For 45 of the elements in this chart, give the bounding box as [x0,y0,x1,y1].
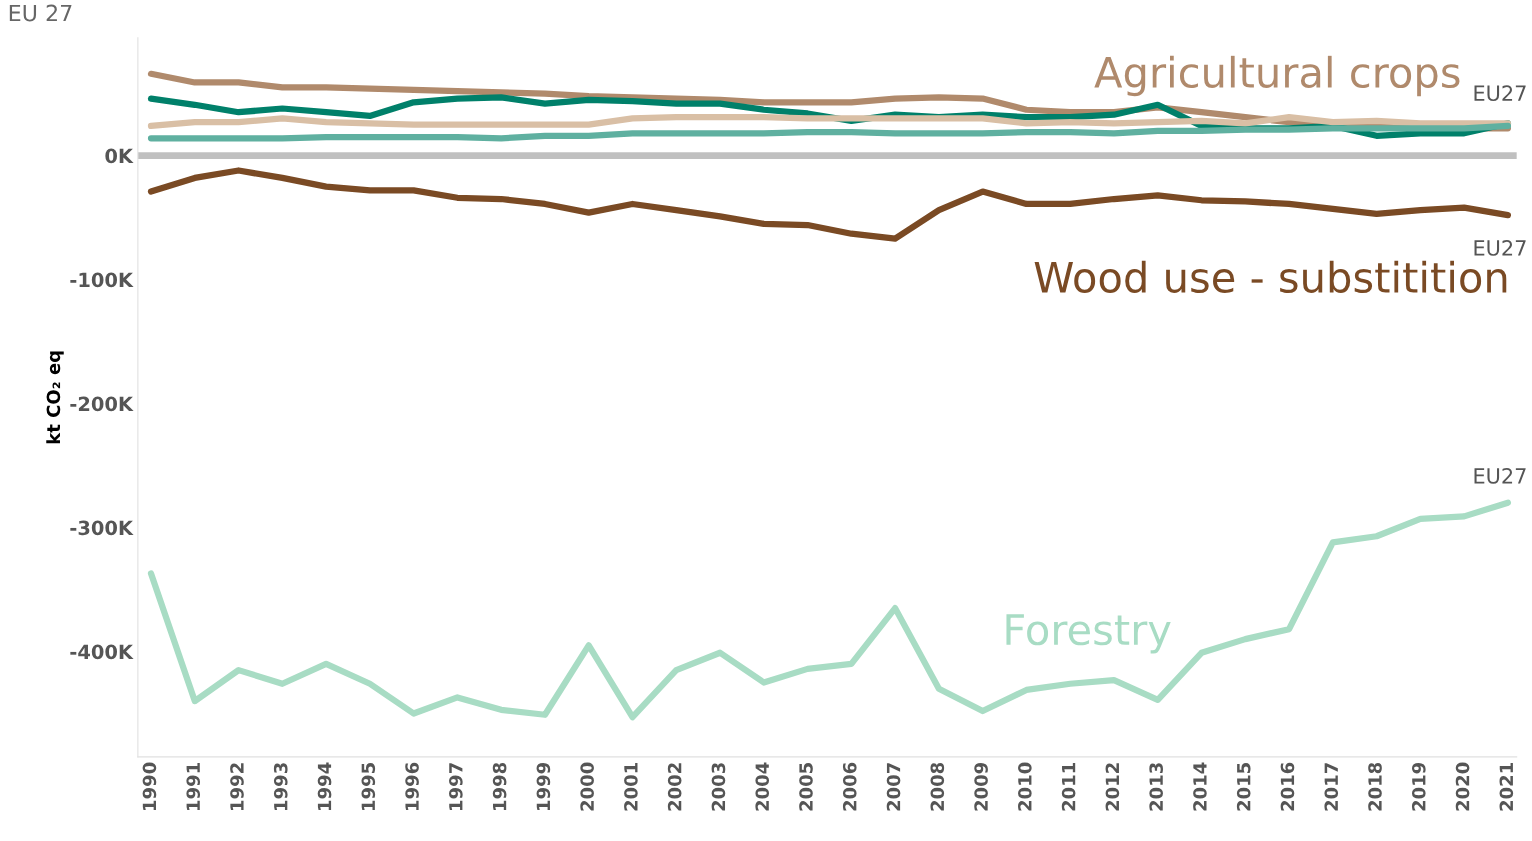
y-tick-label: -300K [70,520,134,536]
x-tick-label: 2000 [580,762,594,811]
x-tick-label: 1996 [405,762,419,810]
x-tick-label: 1992 [230,763,244,810]
x-tick-label: 2011 [1061,763,1076,811]
y-tick-label: -200K [70,396,134,412]
x-tick-label: 1993 [273,763,288,810]
x-tick-label: 2002 [667,763,682,811]
series-label: Agricultural crops [1094,55,1460,97]
x-tick-label: 2018 [1368,762,1382,811]
annotation: EU27 [1474,240,1526,256]
annotation: EU27 [1474,85,1526,102]
x-tick-label: 2019 [1411,762,1426,811]
x-tick-label: 2006 [842,762,857,811]
x-tick-label: 1991 [186,763,201,810]
x-tick-label: 2010 [1018,762,1032,811]
x-tick-label: 1997 [449,763,463,810]
x-tick-label: 2015 [1236,763,1251,811]
x-tick-label: 2003 [711,763,726,811]
x-tick-label: 2007 [886,763,901,811]
chart-title: EU 27 [9,4,72,22]
x-tick-label: 2004 [755,762,770,811]
x-tick-label: 2012 [1105,763,1120,811]
x-tick-label: 2008 [930,762,945,811]
y-tick-label: 0K [105,148,134,164]
x-tick-label: 2014 [1193,762,1207,811]
annotation: EU27 [1474,467,1526,484]
x-tick-label: 1994 [317,762,332,810]
x-tick-label: 2016 [1280,762,1295,811]
x-tick-label: 2020 [1455,762,1470,811]
x-tick-label: 1999 [536,762,551,810]
y-tick-label: -400K [70,644,134,660]
x-tick-label: 1998 [492,762,507,810]
series-label: Wood use - substitition [1034,260,1507,293]
x-tick-label: 2005 [799,763,813,811]
x-tick-label: 1990 [142,762,157,810]
y-tick-label: -100K [70,272,134,288]
x-tick-label: 2001 [624,763,638,811]
y-axis-title: kt CO₂ eq [46,351,64,444]
x-tick-label: 2013 [1149,763,1163,811]
x-tick-label: 2009 [974,762,988,811]
x-tick-label: 2017 [1324,763,1339,811]
x-tick-label: 1995 [361,763,376,810]
x-tick-label: 2021 [1499,763,1514,811]
series-label: Forestry [1006,614,1171,654]
